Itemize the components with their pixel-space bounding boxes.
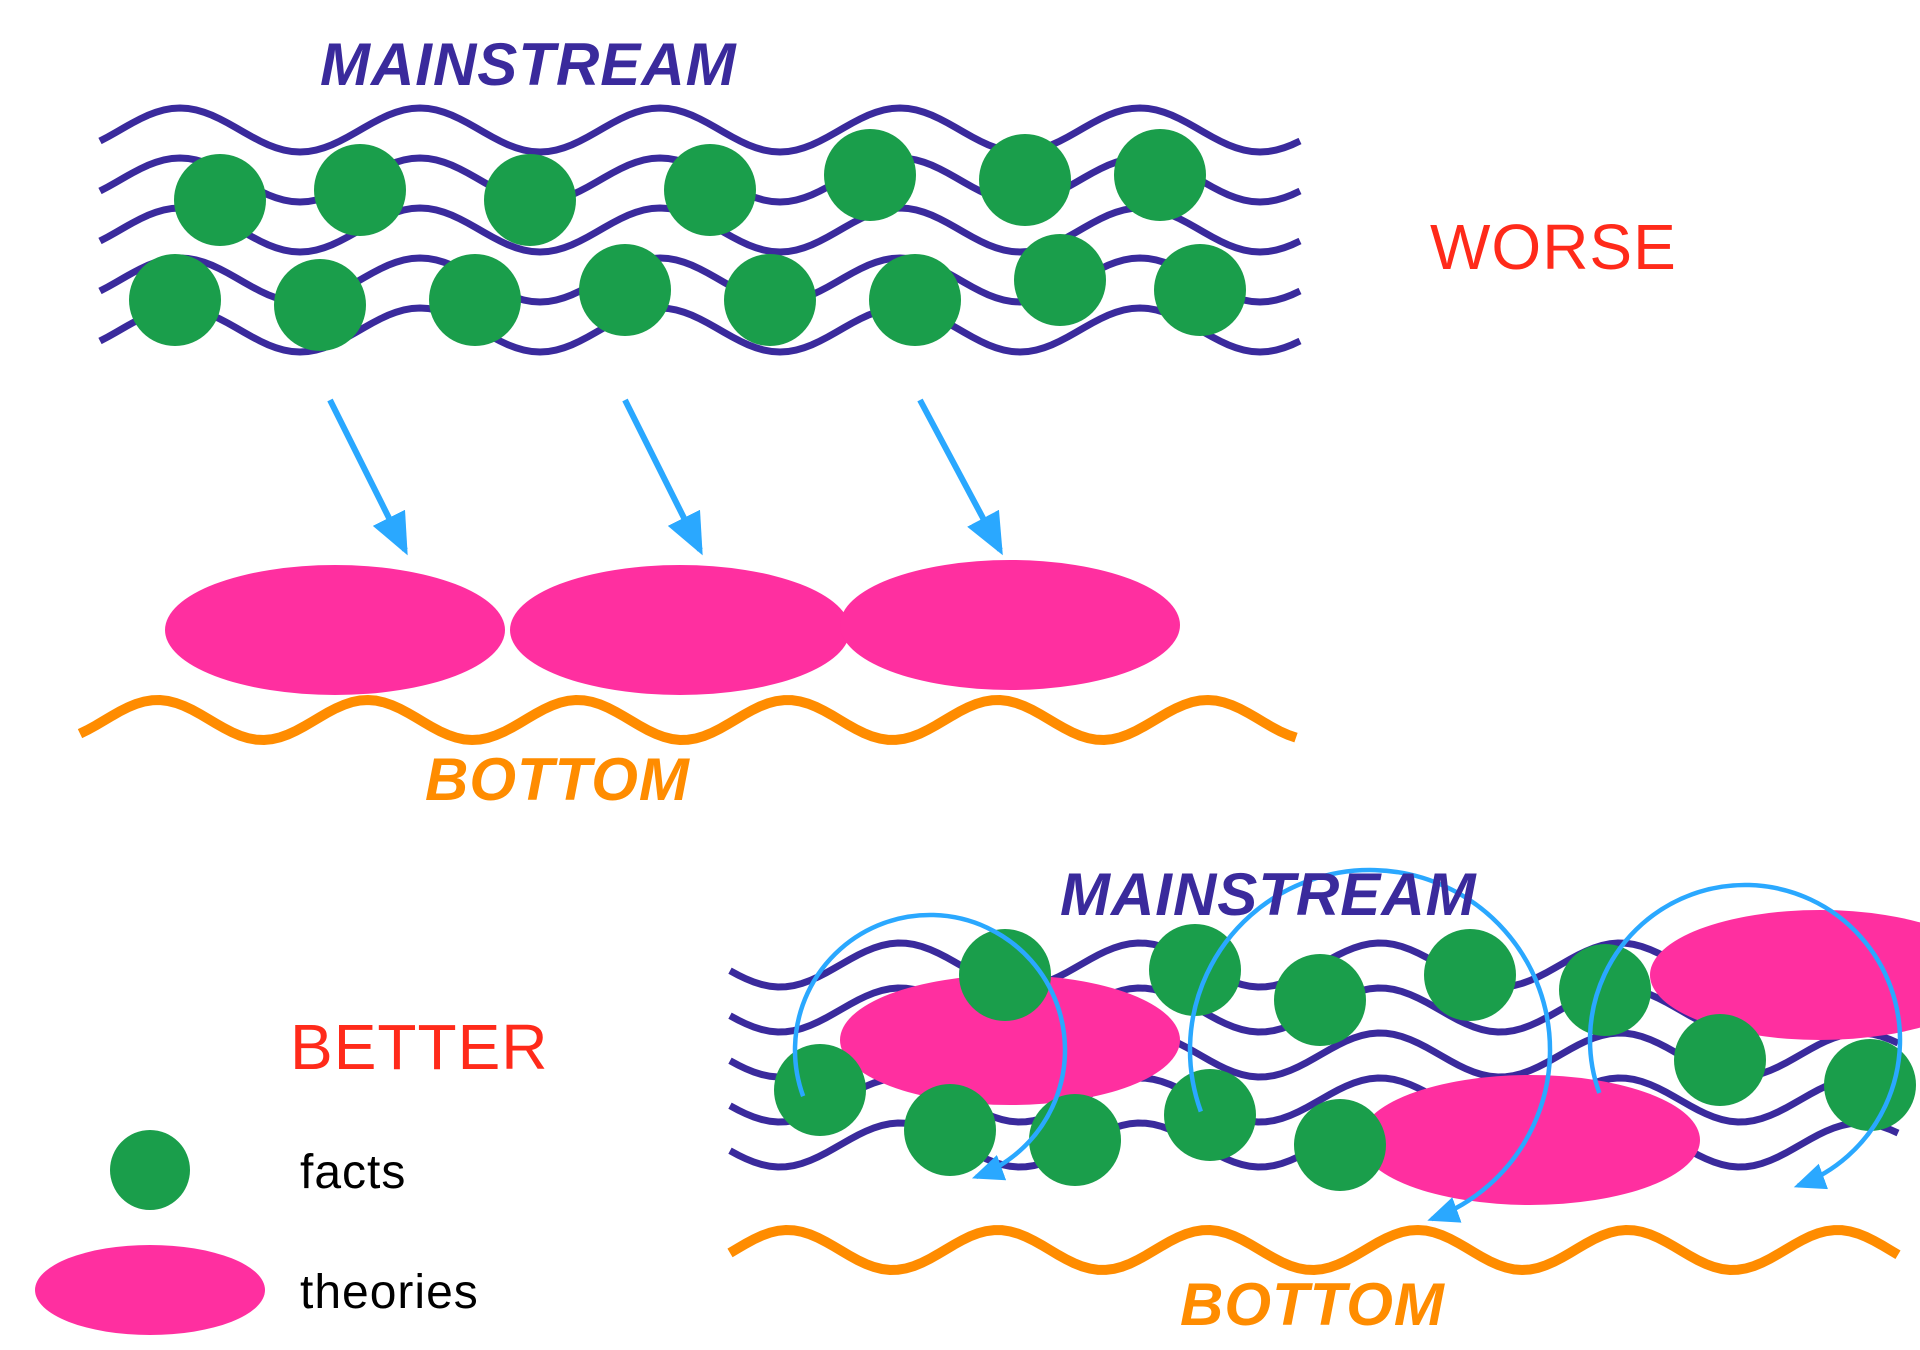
theory-ellipse [840,560,1180,690]
legend-theory-icon [35,1245,265,1335]
fact-circle [314,144,406,236]
fact-circle [174,154,266,246]
legend-facts-label: facts [300,1145,406,1200]
fact-circle [774,1044,866,1136]
better-label: BETTER [290,1010,548,1084]
legend-theories-label: theories [300,1265,479,1320]
fact-circle [979,134,1071,226]
theory-ellipse [1650,910,1920,1040]
fact-circle [1294,1099,1386,1191]
fact-circle [1424,929,1516,1021]
fact-circle [1824,1039,1916,1131]
fact-circle [824,129,916,221]
fact-circle [664,144,756,236]
bottom-wave [80,700,1296,740]
fact-circle [429,254,521,346]
mainstream-bottom-label: MAINSTREAM [1060,860,1477,929]
diagram-svg [0,0,1920,1350]
fact-circle [1559,944,1651,1036]
fact-circle [129,254,221,346]
fact-circle [1029,1094,1121,1186]
fact-circle [274,259,366,351]
fact-circle [1674,1014,1766,1106]
arrow-down [625,400,700,550]
bottom-wave [730,1230,1898,1270]
fact-circle [579,244,671,336]
mainstream-top-label: MAINSTREAM [320,30,737,99]
arrow-down [330,400,405,550]
fact-circle [1154,244,1246,336]
fact-circle [1114,129,1206,221]
bottom-bottom-label: BOTTOM [1180,1270,1445,1339]
theory-ellipse [1360,1075,1700,1205]
worse-label: WORSE [1430,210,1677,284]
fact-circle [869,254,961,346]
fact-circle [959,929,1051,1021]
theory-ellipse [510,565,850,695]
fact-circle [1164,1069,1256,1161]
fact-circle [904,1084,996,1176]
fact-circle [1274,954,1366,1046]
fact-circle [1014,234,1106,326]
fact-circle [484,154,576,246]
bottom-top-label: BOTTOM [425,745,690,814]
theory-ellipse [165,565,505,695]
fact-circle [724,254,816,346]
legend-fact-icon [110,1130,190,1210]
diagram-root: MAINSTREAM BOTTOM WORSE MAINSTREAM BOTTO… [0,0,1920,1350]
arrow-down [920,400,1000,550]
